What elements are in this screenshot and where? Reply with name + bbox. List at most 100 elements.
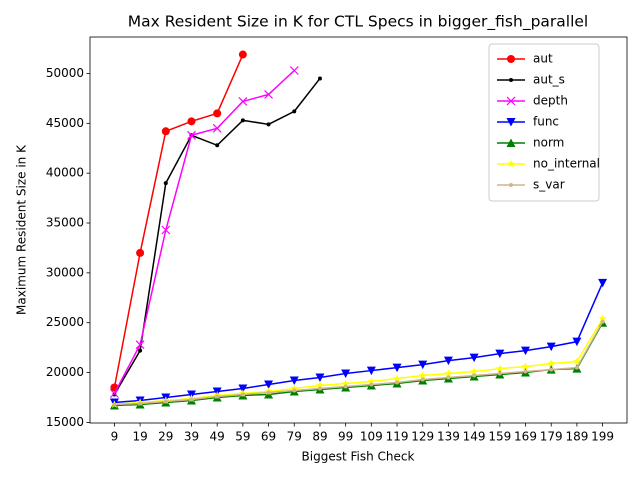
marker bbox=[264, 380, 274, 390]
x-tick-label: 59 bbox=[235, 430, 250, 444]
marker bbox=[112, 402, 117, 407]
marker bbox=[547, 359, 556, 367]
marker bbox=[470, 367, 479, 375]
marker bbox=[238, 50, 247, 59]
marker bbox=[509, 183, 513, 187]
marker bbox=[418, 371, 427, 379]
marker bbox=[289, 376, 299, 386]
marker bbox=[572, 337, 582, 347]
marker bbox=[341, 369, 351, 379]
marker bbox=[315, 373, 325, 383]
marker bbox=[238, 384, 248, 394]
x-tick-label: 129 bbox=[411, 430, 434, 444]
marker bbox=[395, 380, 400, 385]
x-tick-label: 99 bbox=[338, 430, 353, 444]
series-line bbox=[114, 318, 604, 406]
x-tick-label: 9 bbox=[111, 430, 119, 444]
marker bbox=[138, 401, 143, 406]
marker bbox=[136, 248, 145, 257]
marker bbox=[521, 362, 530, 370]
series-line bbox=[114, 321, 604, 406]
marker bbox=[317, 76, 322, 81]
marker bbox=[443, 356, 453, 366]
marker bbox=[495, 364, 504, 372]
marker bbox=[135, 340, 145, 350]
x-tick-label: 179 bbox=[540, 430, 563, 444]
marker bbox=[506, 96, 516, 106]
marker bbox=[109, 389, 119, 398]
marker bbox=[509, 78, 513, 82]
marker bbox=[369, 382, 374, 387]
x-tick-label: 139 bbox=[437, 430, 460, 444]
marker bbox=[600, 319, 605, 324]
marker bbox=[549, 367, 554, 372]
series-line bbox=[113, 54, 244, 388]
marker bbox=[213, 109, 222, 118]
y-tick-label: 30000 bbox=[46, 265, 84, 279]
x-tick-label: 189 bbox=[565, 430, 588, 444]
x-tick-label: 89 bbox=[312, 430, 327, 444]
marker bbox=[138, 348, 143, 353]
marker bbox=[444, 369, 453, 377]
marker bbox=[574, 365, 579, 370]
marker bbox=[215, 143, 220, 148]
x-tick-label: 109 bbox=[360, 430, 383, 444]
marker bbox=[315, 381, 324, 389]
marker bbox=[446, 375, 451, 380]
marker bbox=[420, 377, 425, 382]
y-tick-label: 45000 bbox=[46, 116, 84, 130]
y-tick-label: 20000 bbox=[46, 365, 84, 379]
marker bbox=[187, 130, 196, 140]
legend-label: func bbox=[533, 115, 559, 129]
marker bbox=[343, 384, 348, 389]
marker bbox=[264, 89, 273, 99]
chart-title: Max Resident Size in K for CTL Specs in … bbox=[128, 13, 589, 32]
marker bbox=[469, 353, 479, 363]
marker bbox=[507, 159, 515, 168]
x-tick-label: 49 bbox=[210, 430, 225, 444]
marker bbox=[266, 390, 271, 395]
legend-label: s_var bbox=[533, 178, 565, 192]
marker bbox=[189, 397, 194, 402]
x-tick-label: 69 bbox=[261, 430, 276, 444]
series-line bbox=[114, 322, 604, 407]
series-line bbox=[114, 282, 604, 404]
series-line bbox=[113, 69, 295, 394]
marker bbox=[317, 386, 322, 391]
legend-label: aut bbox=[533, 52, 553, 66]
marker bbox=[187, 117, 196, 126]
marker bbox=[240, 392, 245, 397]
x-tick-label: 19 bbox=[132, 430, 147, 444]
marker bbox=[523, 369, 528, 374]
marker bbox=[290, 384, 299, 392]
x-tick-label: 119 bbox=[386, 430, 409, 444]
y-tick-label: 15000 bbox=[46, 415, 84, 429]
marker bbox=[507, 55, 515, 63]
plot-frame bbox=[89, 36, 628, 424]
marker bbox=[289, 66, 299, 75]
marker bbox=[495, 349, 505, 359]
x-axis-label: Biggest Fish Check bbox=[302, 450, 415, 464]
series-line bbox=[113, 78, 321, 395]
marker bbox=[238, 96, 248, 106]
x-tick-label: 159 bbox=[488, 430, 511, 444]
marker bbox=[367, 377, 376, 385]
x-tick-label: 149 bbox=[463, 430, 486, 444]
marker bbox=[163, 399, 168, 404]
legend-box bbox=[488, 43, 600, 202]
legend-label: depth bbox=[533, 94, 568, 108]
marker bbox=[521, 346, 531, 356]
marker bbox=[266, 122, 271, 127]
x-tick-label: 199 bbox=[591, 430, 614, 444]
y-tick-label: 35000 bbox=[46, 216, 84, 230]
marker bbox=[341, 379, 350, 387]
marker bbox=[393, 374, 402, 382]
marker bbox=[418, 360, 428, 370]
y-axis-label: Maximum Resident Size in K bbox=[15, 144, 29, 315]
marker bbox=[240, 118, 245, 123]
marker bbox=[546, 342, 556, 352]
marker bbox=[598, 278, 608, 288]
marker bbox=[497, 371, 502, 376]
x-tick-label: 29 bbox=[158, 430, 173, 444]
